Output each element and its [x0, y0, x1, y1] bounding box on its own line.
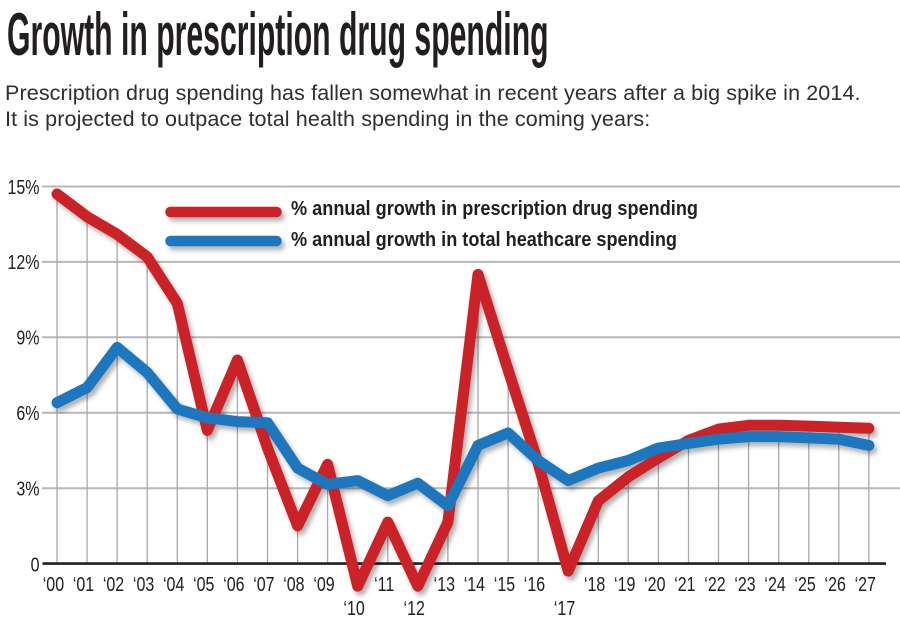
svg-text:‘05: ‘05 [193, 573, 214, 595]
svg-text:‘14: ‘14 [464, 573, 485, 595]
svg-text:‘12: ‘12 [404, 597, 425, 619]
svg-text:‘27: ‘27 [855, 573, 876, 595]
svg-text:‘13: ‘13 [434, 573, 455, 595]
svg-text:‘11: ‘11 [374, 573, 394, 595]
svg-text:‘01: ‘01 [73, 573, 94, 595]
svg-text:12%: 12% [7, 252, 39, 274]
svg-text:‘25: ‘25 [794, 573, 815, 595]
svg-text:‘08: ‘08 [283, 573, 304, 595]
svg-text:‘10: ‘10 [343, 597, 364, 619]
svg-text:‘20: ‘20 [644, 573, 665, 595]
svg-text:‘16: ‘16 [524, 573, 545, 595]
svg-text:‘00: ‘00 [43, 573, 64, 595]
svg-text:9%: 9% [16, 327, 39, 349]
svg-text:‘17: ‘17 [554, 597, 575, 619]
svg-text:‘22: ‘22 [704, 573, 725, 595]
svg-text:‘02: ‘02 [103, 573, 124, 595]
svg-text:‘07: ‘07 [253, 573, 274, 595]
svg-text:‘24: ‘24 [764, 573, 785, 595]
svg-text:‘15: ‘15 [494, 573, 515, 595]
svg-text:‘21: ‘21 [674, 573, 695, 595]
svg-text:0: 0 [31, 554, 40, 576]
svg-text:‘06: ‘06 [223, 573, 244, 595]
svg-text:% annual growth in total heath: % annual growth in total heathcare spend… [291, 229, 677, 251]
svg-text:% annual growth in prescriptio: % annual growth in prescription drug spe… [291, 198, 698, 220]
svg-text:‘03: ‘03 [133, 573, 154, 595]
svg-text:15%: 15% [7, 176, 39, 198]
svg-text:‘04: ‘04 [163, 573, 184, 595]
svg-text:‘26: ‘26 [825, 573, 846, 595]
svg-text:‘18: ‘18 [584, 573, 605, 595]
svg-text:‘09: ‘09 [313, 573, 334, 595]
svg-text:6%: 6% [16, 402, 39, 424]
svg-text:3%: 3% [16, 478, 39, 500]
svg-text:‘23: ‘23 [734, 573, 755, 595]
svg-text:‘19: ‘19 [614, 573, 635, 595]
